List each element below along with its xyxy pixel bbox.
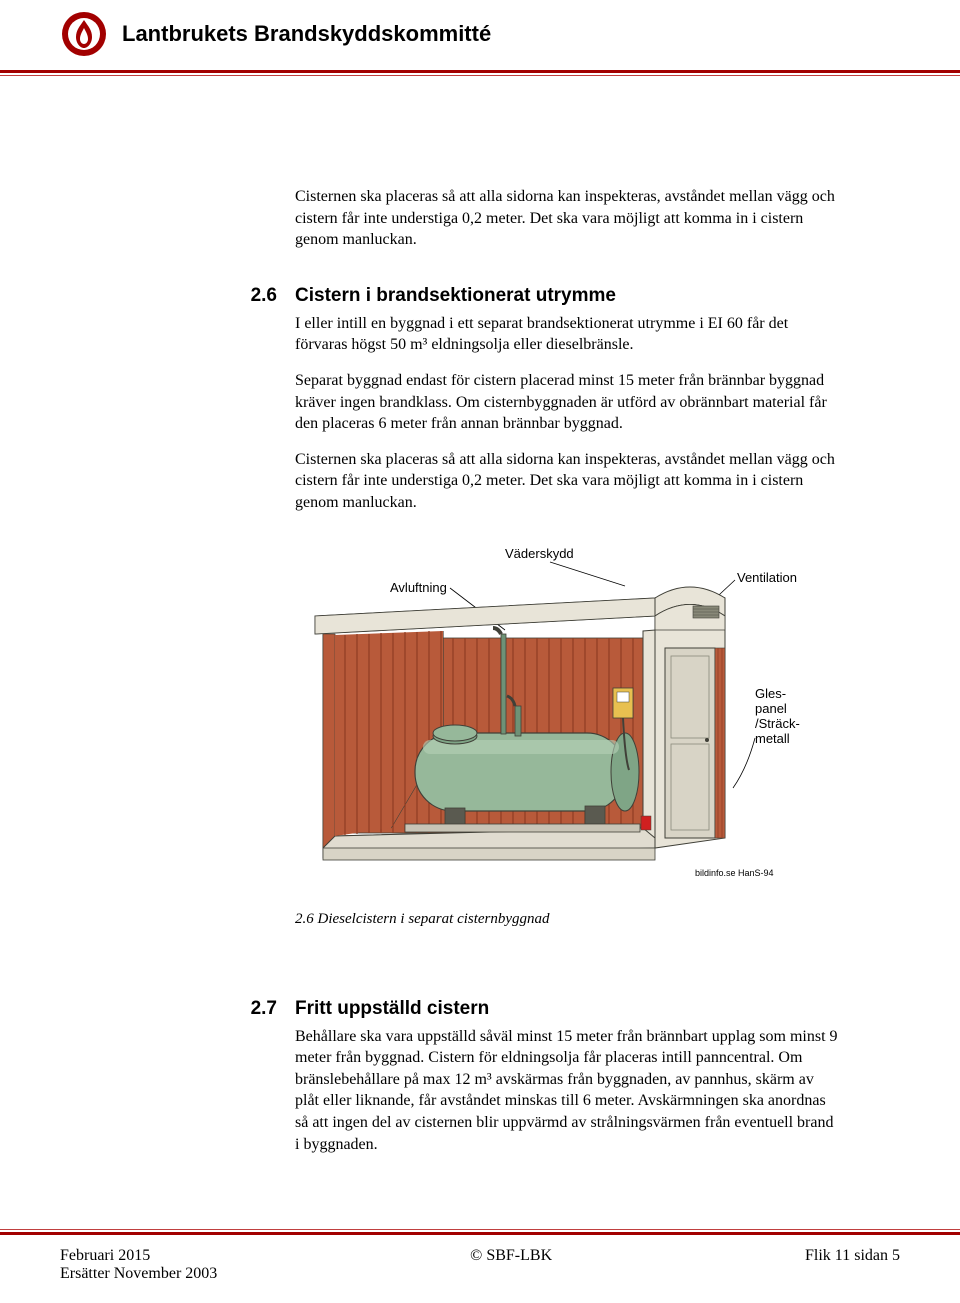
section-body: Cistern i brandsektionerat utrymme I ell… (295, 285, 840, 528)
figure-credit: bildinfo.se HanS-94 (695, 868, 774, 878)
page-footer: Februari 2015 Ersätter November 2003 © S… (0, 1235, 960, 1303)
page-content: Cisternen ska placeras så att alla sidor… (0, 76, 960, 1169)
label-glespanel-3: /Sträck- (755, 716, 800, 731)
section-2-7: 2.7 Fritt uppställd cistern Behållare sk… (60, 998, 840, 1170)
footer-left: Februari 2015 Ersätter November 2003 (60, 1247, 217, 1283)
section-para-1: Behållare ska vara uppställd såväl minst… (295, 1026, 840, 1156)
footer-date: Februari 2015 (60, 1247, 217, 1265)
figure-2-6: Väderskydd Avluftning Ventilation Gles- … (295, 538, 840, 928)
label-avluftning: Avluftning (390, 580, 447, 595)
section-title: Cistern i brandsektionerat utrymme (295, 285, 840, 307)
logo-icon (60, 10, 108, 58)
header-title: Lantbrukets Brandskyddskommitté (122, 21, 491, 47)
footer-replaces: Ersätter November 2003 (60, 1265, 217, 1283)
footer-center: © SBF-LBK (470, 1247, 552, 1283)
label-glespanel-2: panel (755, 701, 787, 716)
page-header: Lantbrukets Brandskyddskommitté (0, 0, 960, 70)
section-number: 2.6 (60, 285, 295, 528)
section-para-1: I eller intill en byggnad i ett separat … (295, 313, 840, 356)
header-rule-thick (0, 70, 960, 73)
section-para-2: Separat byggnad endast för cistern place… (295, 370, 840, 435)
footer-right: Flik 11 sidan 5 (805, 1247, 900, 1283)
figure-caption: 2.6 Dieselcistern i separat cisternbyggn… (295, 911, 840, 928)
section-number: 2.7 (60, 998, 295, 1170)
label-glespanel-1: Gles- (755, 686, 786, 701)
intro-paragraph: Cisternen ska placeras så att alla sidor… (295, 186, 840, 251)
cistern-diagram: Väderskydd Avluftning Ventilation Gles- … (295, 538, 815, 898)
label-ventilation: Ventilation (737, 570, 797, 585)
section-2-6: 2.6 Cistern i brandsektionerat utrymme I… (60, 285, 840, 528)
section-title: Fritt uppställd cistern (295, 998, 840, 1020)
label-vaderskydd: Väderskydd (505, 546, 574, 561)
section-body: Fritt uppställd cistern Behållare ska va… (295, 998, 840, 1170)
label-glespanel-4: metall (755, 731, 790, 746)
section-para-3: Cisternen ska placeras så att alla sidor… (295, 449, 840, 514)
